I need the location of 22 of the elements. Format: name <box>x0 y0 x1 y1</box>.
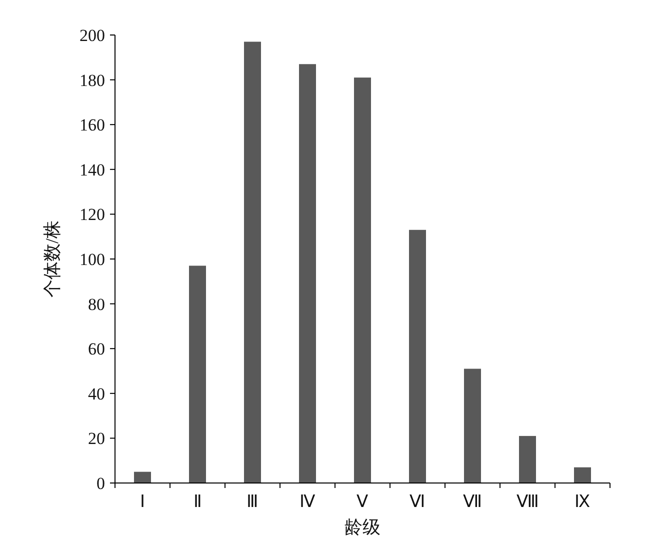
y-tick-label: 60 <box>88 340 105 359</box>
y-tick-label: 160 <box>80 116 105 135</box>
x-tick-label: Ⅶ <box>463 492 482 511</box>
x-tick-label: Ⅸ <box>574 492 590 511</box>
x-tick-label: Ⅲ <box>246 492 258 511</box>
x-tick-label: Ⅷ <box>516 492 538 511</box>
y-tick-label: 0 <box>96 474 105 493</box>
x-axis-title: 龄级 <box>344 517 380 537</box>
x-tick-label: Ⅴ <box>356 492 368 511</box>
y-tick-label: 20 <box>88 429 105 448</box>
x-tick-label: Ⅱ <box>194 492 202 511</box>
y-tick-label: 200 <box>80 26 105 45</box>
y-tick-label: 80 <box>88 294 105 314</box>
y-tick-label: 180 <box>80 70 105 90</box>
y-tick-label: 100 <box>80 250 105 269</box>
y-tick-label: 120 <box>80 205 105 224</box>
x-tick-label: Ⅵ <box>410 492 426 511</box>
y-tick-label: 140 <box>80 160 105 180</box>
x-tick-label: Ⅳ <box>300 492 316 511</box>
y-tick-label: 40 <box>88 384 105 404</box>
y-axis-title: 个体数/株 <box>42 220 62 298</box>
x-tick-label: Ⅰ <box>140 492 145 511</box>
